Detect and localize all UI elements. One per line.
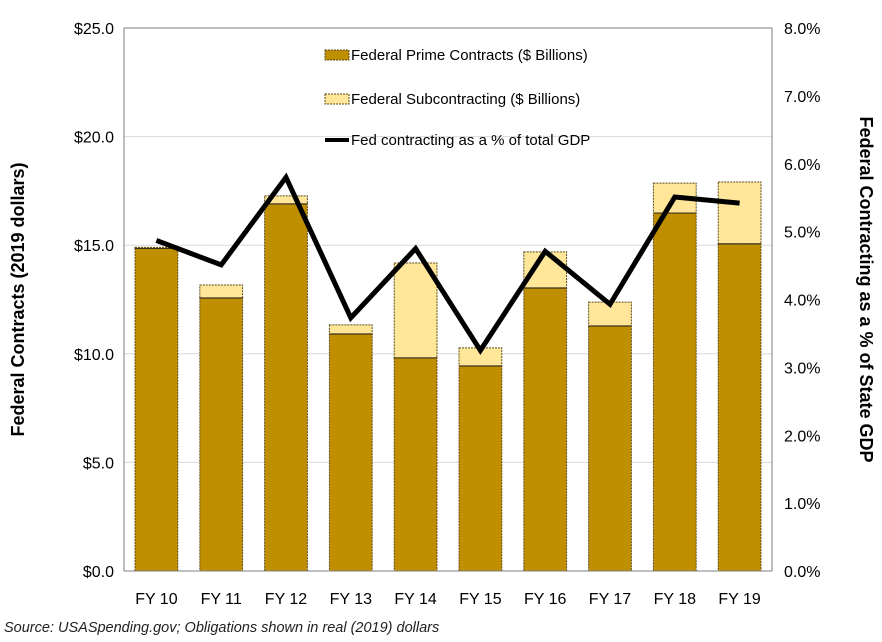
gdp-share-line [155,172,740,356]
x-tick-label: FY 17 [589,591,632,608]
y2-tick-label: 7.0% [784,89,820,106]
legend-label-subcontracting: Federal Subcontracting ($ Billions) [351,91,580,108]
y2-tick-label: 5.0% [784,225,820,242]
y-tick-label: $0.0 [83,564,114,581]
y-tick-label: $25.0 [74,21,114,38]
y-axis-left-title: Federal Contracts (2019 dollars) [8,162,28,436]
source-note: Source: USASpending.gov; Obligations sho… [4,620,440,636]
bar-prime [523,287,568,572]
bar-prime [458,365,503,572]
legend-swatch-subcontracting [324,93,350,105]
x-tick-label: FY 14 [394,591,437,608]
legend-swatch-prime [324,49,350,61]
legend-label-gdp-line: Fed contracting as a % of total GDP [351,132,590,149]
legend-label-prime: Federal Prime Contracts ($ Billions) [351,47,588,64]
x-tick-label: FY 11 [201,591,242,608]
plot-frame [123,27,773,572]
bar-prime [264,203,308,572]
bar-prime [199,297,244,572]
line-series [155,172,740,356]
x-tick-label: FY 12 [265,591,308,608]
y-axis-right-ticks: 0.0% 1.0% 2.0% 3.0% 4.0% 5.0% 6.0% 7.0% 8.0% [784,21,820,581]
y-tick-label: $15.0 [74,238,114,255]
x-tick-label: FY 16 [524,591,567,608]
bar-prime [328,333,373,572]
bar-prime [652,212,697,572]
y2-tick-label: 3.0% [784,360,820,377]
bar-subcontracting [199,284,244,299]
bar-subcontracting [393,262,438,359]
y2-tick-label: 4.0% [784,293,820,310]
x-tick-label: FY 19 [718,591,761,608]
x-tick-label: FY 15 [459,591,502,608]
bar-subcontracting [328,324,373,335]
bar-prime [588,325,632,572]
y-axis-left-ticks: $0.0 $5.0 $10.0 $15.0 $20.0 $25.0 [74,21,114,581]
legend-swatch-gdp-line [325,138,349,142]
x-tick-label: FY 10 [135,591,178,608]
y2-tick-label: 1.0% [784,496,820,513]
bars [134,181,762,572]
y-tick-label: $5.0 [83,455,114,472]
y2-tick-label: 2.0% [784,428,820,445]
x-tick-label: FY 18 [654,591,697,608]
y2-tick-label: 6.0% [784,157,820,174]
y-tick-label: $20.0 [74,130,114,147]
bar-subcontracting [717,181,762,245]
y-axis-right-title: Federal Contracting as a % of State GDP [856,116,876,462]
y2-tick-label: 0.0% [784,564,820,581]
bar-prime [134,247,179,572]
x-tick-label: FY 13 [330,591,373,608]
bar-prime [717,243,762,572]
y2-tick-label: 8.0% [784,21,820,38]
x-axis-ticks: FY 10 FY 11 FY 12 FY 13 FY 14 FY 15 FY 16 FY 17… [135,591,761,608]
y-tick-label: $10.0 [74,347,114,364]
legend: Federal Prime Contracts ($ Billions) Fed… [324,47,590,149]
bar-prime [393,357,438,572]
